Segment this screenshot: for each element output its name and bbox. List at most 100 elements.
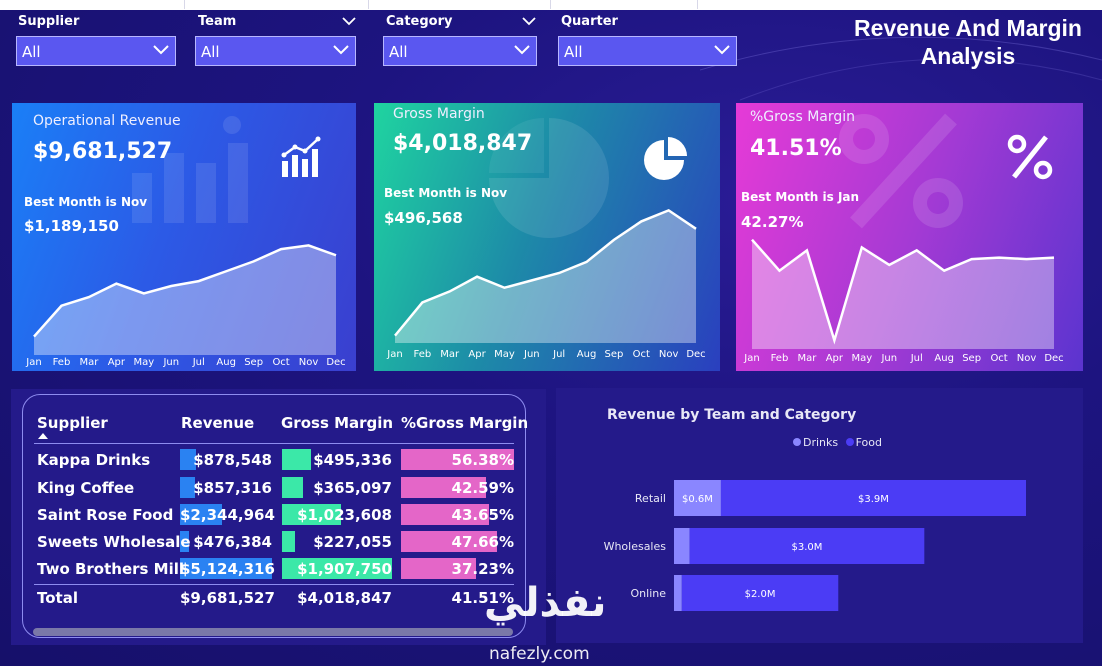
legend-dot-drinks [793, 438, 801, 446]
horizontal-scrollbar[interactable] [33, 628, 513, 636]
percent-icon [1007, 134, 1053, 180]
dropdown-value: All [22, 43, 41, 61]
table-total-label: Total [37, 589, 78, 607]
background-swoosh [700, 36, 1102, 101]
chevron-down-icon [714, 45, 730, 55]
table-cell-supplier: Kappa Drinks [37, 451, 151, 469]
month-tick-label: Nov [299, 357, 319, 368]
dropdown-box[interactable]: All [558, 36, 737, 66]
filter-supplier: Supplier [18, 14, 79, 32]
pie-chart-icon [644, 137, 687, 180]
table-cell-pct: 47.66% [451, 533, 514, 551]
dropdown-box[interactable]: All [16, 36, 176, 66]
table-cell-pct: 37.23% [451, 560, 514, 578]
table-total-revenue: $9,681,527 [180, 589, 275, 607]
kpi-best-label: Best Month is Nov [384, 186, 508, 200]
month-tick-label: Mar [797, 353, 817, 364]
chevron-down-icon[interactable] [342, 16, 356, 26]
bar-chart-icon [281, 136, 321, 177]
dropdown-box[interactable]: All [195, 36, 356, 66]
chevron-down-icon [333, 45, 349, 55]
table-cell-revenue: $476,384 [193, 533, 272, 551]
month-tick-label: Dec [1044, 353, 1063, 364]
month-tick-label: Apr [826, 353, 844, 364]
margin-data-bar [282, 449, 311, 470]
month-tick-label: Mar [79, 357, 99, 368]
month-tick-label: May [851, 353, 872, 364]
column-header-gross-margin-pct[interactable]: %Gross Margin [401, 414, 529, 432]
chart-title: Revenue by Team and Category [607, 407, 857, 423]
bar-drinks[interactable] [674, 575, 682, 611]
pct-data-bar [401, 558, 476, 579]
pct-data-bar [401, 477, 487, 498]
bar-food[interactable] [681, 575, 839, 611]
month-tick-label: Oct [633, 349, 650, 360]
kpi-title: Operational Revenue [33, 113, 181, 129]
kpi-best-value: 42.27% [741, 213, 804, 231]
table-cell-margin: $365,097 [313, 479, 392, 497]
kpi-card-revenue: Operational Revenue $9,681,527 Best Mont… [12, 103, 356, 371]
area-fill [34, 245, 336, 355]
table-cell-supplier: Sweets Wholesale [37, 533, 191, 551]
month-tick-label: Aug [577, 349, 597, 360]
category-label: Retail [635, 492, 666, 505]
month-tick-label: Jan [386, 349, 402, 360]
dropdown-value: All [389, 43, 408, 61]
margin-data-bar [282, 558, 392, 579]
bar-drinks[interactable] [674, 528, 690, 564]
sort-up-icon[interactable] [38, 432, 48, 439]
table-cell-supplier: King Coffee [37, 479, 135, 497]
bar-food[interactable] [689, 528, 925, 564]
percent-watermark-icon [839, 113, 963, 229]
legend-drinks: Drinks [803, 436, 839, 449]
revenue-data-bar [180, 477, 196, 498]
month-tick-label: Jun [880, 353, 897, 364]
table-cell-pct: 56.38% [451, 451, 514, 469]
month-tick-label: Jun [162, 357, 179, 368]
bar-food[interactable] [720, 480, 1026, 516]
table-total-pct: 41.51% [451, 589, 514, 607]
bar-chart-watermark-icon [132, 116, 248, 223]
data-label-drinks: $0.6M [682, 494, 713, 505]
table-cell-supplier: Two Brothers Mill [37, 560, 185, 578]
chevron-down-icon [514, 45, 530, 55]
margin-data-bar [282, 477, 304, 498]
column-header-gross-margin[interactable]: Gross Margin [281, 414, 394, 432]
data-label-food: $3.9M [858, 494, 889, 505]
filter-team: Team [198, 14, 356, 32]
table-cell-revenue: $857,316 [193, 479, 272, 497]
revenue-data-bar [180, 531, 189, 552]
table-cell-pct: 42.59% [451, 479, 514, 497]
month-tick-label: Nov [659, 349, 679, 360]
top-divider [697, 0, 698, 9]
kpi-best-label: Best Month is Jan [741, 190, 860, 204]
dropdown-box[interactable]: All [383, 36, 537, 66]
month-tick-label: Aug [934, 353, 954, 364]
revenue-data-bar [180, 449, 196, 470]
month-tick-label: Apr [108, 357, 126, 368]
filter-label: Supplier [18, 14, 80, 29]
kpi-value: $9,681,527 [33, 139, 173, 164]
column-header-revenue[interactable]: Revenue [181, 414, 255, 432]
table-total-margin: $4,018,847 [297, 589, 392, 607]
area-fill [395, 210, 696, 343]
supplier-table-frame [22, 394, 526, 638]
month-tick-label: Sep [604, 349, 623, 360]
filter-category: Category [386, 14, 536, 32]
kpi-best-label: Best Month is Nov [24, 195, 148, 209]
filter-label: Category [386, 14, 453, 29]
top-divider [368, 0, 369, 9]
month-tick-label: Feb [771, 353, 789, 364]
filter-label: Quarter [561, 14, 618, 29]
kpi-title: Gross Margin [393, 106, 485, 122]
bar-drinks[interactable] [674, 480, 721, 516]
category-label: Online [631, 587, 667, 600]
data-label-food: $3.0M [792, 542, 823, 553]
column-header-supplier[interactable]: Supplier [37, 414, 108, 432]
chevron-down-icon [153, 45, 169, 55]
top-divider [550, 0, 551, 9]
revenue-data-bar [180, 558, 272, 579]
category-label: Wholesales [604, 540, 667, 553]
table-cell-pct: 43.65% [451, 506, 514, 524]
chevron-down-icon[interactable] [522, 16, 536, 26]
